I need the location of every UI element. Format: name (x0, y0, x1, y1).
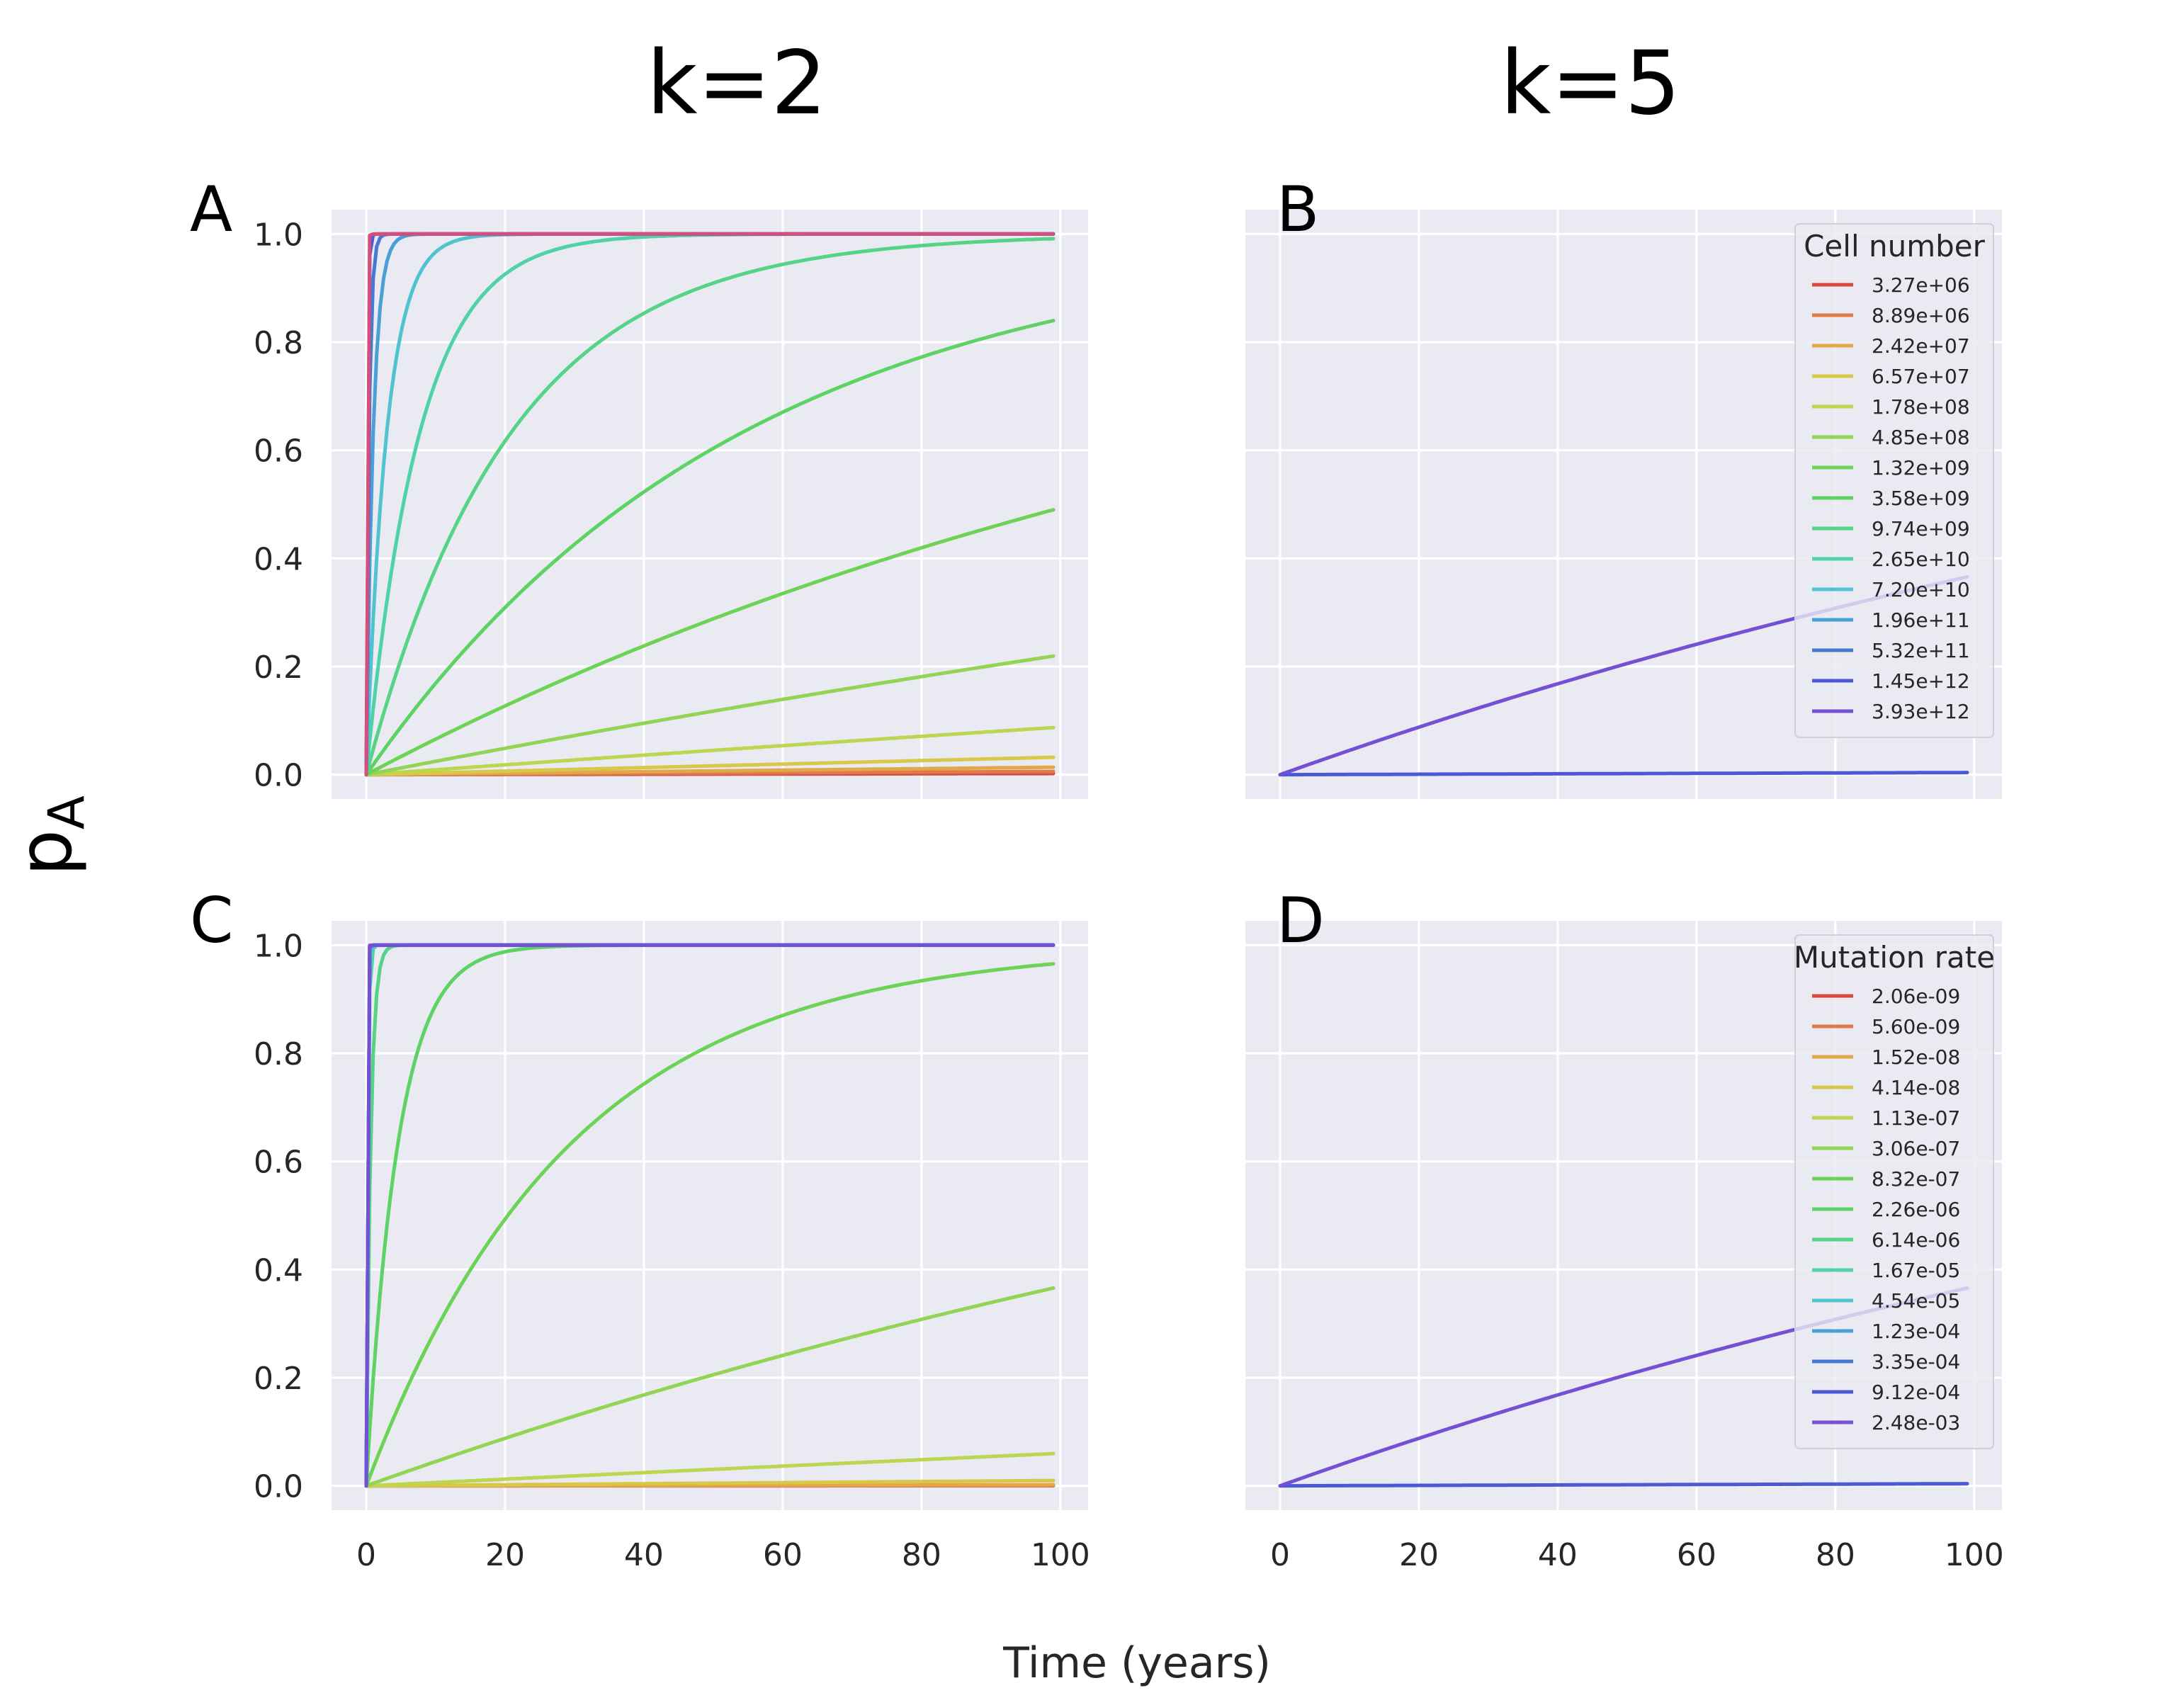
legend-entry-label: 3.58e+09 (1872, 487, 1970, 510)
legend-entry-label: 2.48e-03 (1872, 1411, 1960, 1434)
x-tick-label: 0 (1270, 1537, 1290, 1573)
panel-label-a: A (190, 173, 232, 246)
panel-c: 0.0 0.2 0.4 0.6 0.8 1.0 0 20 40 60 80 100 C (190, 884, 1090, 1573)
series-line-4 (364, 755, 1056, 777)
series-line-5 (364, 1451, 1056, 1488)
series-line-4 (364, 1478, 1056, 1488)
legend-entry-label: 1.32e+09 (1872, 456, 1970, 480)
series-line-7 (364, 962, 1056, 1488)
y-tick-label: 0.2 (254, 1361, 303, 1397)
legend-entry-label: 4.54e-05 (1872, 1289, 1960, 1313)
series-line-6 (364, 1286, 1056, 1488)
legend-entry-label: 1.45e+12 (1872, 669, 1970, 693)
legend-entry-label: 2.42e+07 (1872, 334, 1970, 358)
legend-entry-label: 3.06e-07 (1872, 1137, 1960, 1160)
legend-entry-label: 1.52e-08 (1872, 1046, 1960, 1069)
x-tick-label: 80 (1816, 1537, 1855, 1573)
y-axis-label-main: p (2, 829, 89, 876)
y-tick-label: 0.6 (254, 1145, 303, 1181)
legend-entry-label: 2.65e+10 (1872, 548, 1970, 571)
legend-entry-label: 9.74e+09 (1872, 517, 1970, 540)
x-tick-label: 60 (763, 1537, 803, 1573)
legend-entry-label: 9.12e-04 (1872, 1381, 1960, 1404)
column-title-k2: k=2 (647, 33, 827, 135)
x-axis-label: Time (years) (1002, 1638, 1271, 1688)
series-line-9 (364, 237, 1056, 777)
legend-box (1794, 223, 1994, 738)
legend-entry-label: 8.89e+06 (1872, 304, 1970, 327)
legend-box (1794, 934, 1994, 1449)
panel-label-b: B (1277, 173, 1319, 246)
y-tick-label: 0.4 (254, 1252, 303, 1288)
legend-entry-label: 1.23e-04 (1872, 1320, 1960, 1343)
legend-entry-label: 8.32e-07 (1872, 1167, 1960, 1191)
y-tick-label: 0.0 (254, 1469, 303, 1505)
y-axis-label-subscript: A (38, 795, 96, 829)
y-tick-label: 0.8 (254, 325, 303, 361)
legend-entry-label: 4.14e-08 (1872, 1076, 1960, 1099)
legend-entry-label: 1.78e+08 (1872, 395, 1970, 419)
panel-a: 0.0 0.2 0.4 0.6 0.8 1.0 A (190, 173, 1088, 799)
x-tick-label: 100 (1945, 1537, 2004, 1573)
y-tick-label: 0.8 (254, 1036, 303, 1072)
y-tick-label: 1.0 (254, 928, 303, 964)
legend: Mutation rate 2.06e-09 5.60e-09 1.52e-08 4.1… (1794, 934, 1995, 1449)
legend-title: Cell number (1804, 229, 1986, 264)
legend-entry-label: 1.13e-07 (1872, 1106, 1960, 1130)
legend-title: Mutation rate (1794, 940, 1995, 975)
x-tick-label: 80 (902, 1537, 941, 1573)
x-tick-label: 0 (356, 1537, 376, 1573)
legend-entry-label: 6.14e-06 (1872, 1228, 1960, 1252)
series-line-1 (1278, 771, 1969, 777)
series-line-7 (364, 508, 1056, 777)
legend-entry-label: 6.57e+07 (1872, 365, 1970, 388)
x-tick-label: 20 (485, 1537, 525, 1573)
series-line-15 (364, 943, 1056, 1488)
x-tick-label: 40 (624, 1537, 664, 1573)
legend-entry-label: 7.20e+10 (1872, 578, 1970, 601)
series-line-15 (364, 232, 1056, 777)
series-line-5 (364, 725, 1056, 777)
series-line-1 (1278, 1482, 1969, 1488)
svg-text:pA: pA (2, 795, 96, 876)
y-tick-label: 0.4 (254, 541, 303, 577)
legend: Cell number 3.27e+06 8.89e+06 2.42e+07 6.57e… (1794, 223, 1994, 738)
legend-entry-label: 5.32e+11 (1872, 639, 1970, 662)
panel-label-c: C (190, 884, 233, 957)
y-tick-label: 1.0 (254, 217, 303, 253)
legend-entry-label: 3.93e+12 (1872, 700, 1970, 723)
legend-entry-label: 1.67e-05 (1872, 1259, 1960, 1282)
y-axis-label: pA (2, 795, 96, 876)
legend-entry-label: 1.96e+11 (1872, 608, 1970, 632)
panel-label-d: D (1277, 884, 1325, 957)
series-line-8 (364, 319, 1056, 777)
legend-entry-label: 2.06e-09 (1872, 985, 1960, 1008)
plot-area (332, 921, 1088, 1510)
series-line-6 (364, 654, 1056, 777)
x-tick-label: 20 (1399, 1537, 1439, 1573)
y-tick-label: 0.0 (254, 758, 303, 794)
panel-b: B Cell number 3.27e+06 8.89e+06 2.42e+07 6.57… (1245, 173, 2002, 799)
x-tick-label: 40 (1538, 1537, 1578, 1573)
legend-entry-label: 5.60e-09 (1872, 1015, 1960, 1038)
y-tick-label: 0.6 (254, 434, 303, 470)
x-tick-label: 60 (1677, 1537, 1716, 1573)
plot-area (332, 210, 1088, 799)
x-tick-label: 100 (1031, 1537, 1090, 1573)
legend-entry-label: 2.26e-06 (1872, 1198, 1960, 1221)
legend-entry-label: 3.27e+06 (1872, 273, 1970, 297)
panel-d: 0 20 40 60 80 100 D Mutation rate 2.06e-09 5.60e-… (1245, 884, 2004, 1573)
legend-entry-label: 3.35e-04 (1872, 1350, 1960, 1373)
column-title-k5: k=5 (1500, 33, 1681, 135)
y-tick-label: 0.2 (254, 650, 303, 686)
legend-entry-label: 4.85e+08 (1872, 426, 1970, 449)
